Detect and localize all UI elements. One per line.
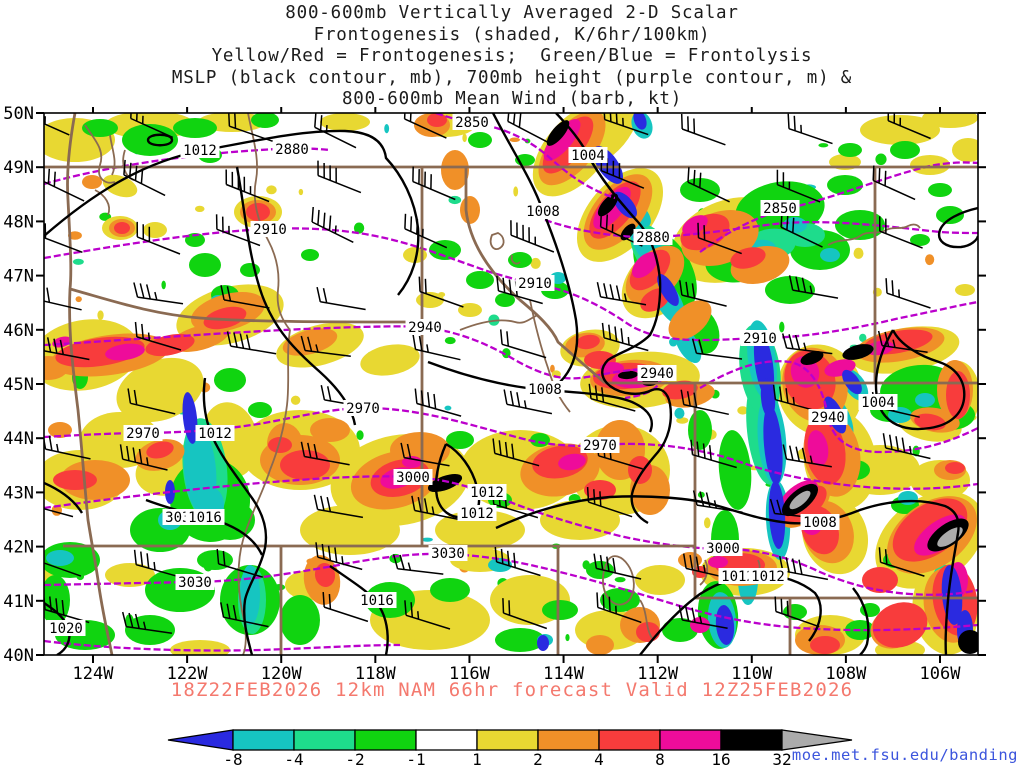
svg-text:122W: 122W [167,664,209,684]
svg-text:45N: 45N [3,375,34,395]
credit-link[interactable]: moe.met.fsu.edu/banding [791,746,1018,764]
svg-text:48N: 48N [3,212,34,232]
title-line-3: Yellow/Red = Frontogenesis; Green/Blue =… [211,46,813,66]
svg-text:1008: 1008 [803,515,837,531]
svg-text:1020: 1020 [49,621,83,637]
svg-text:1012: 1012 [460,506,494,522]
forecast-valid-caption: 18Z22FEB2026 12km NAM 66hr forecast Vali… [170,679,854,701]
svg-text:1012: 1012 [721,569,755,585]
contour-label-1020: 1020 [46,620,86,637]
svg-text:2970: 2970 [346,401,380,417]
title-line-5: 800-600mb Mean Wind (barb, kt) [341,89,683,109]
contour-label-1012: 1012 [457,505,497,522]
contour-label-3000: 3000 [393,469,433,486]
title-line-4: MSLP (black contour, mb), 700mb height (… [171,67,853,88]
svg-text:2940: 2940 [640,366,674,382]
contour-label-2970: 2970 [123,425,163,442]
svg-text:42N: 42N [3,538,34,558]
svg-text:3030: 3030 [178,575,212,591]
contour-label-1016: 1016 [357,592,397,609]
map-title: 800-600mb Vertically Averaged 2-D Scalar… [0,3,1024,111]
contour-label-1016: 1016 [185,509,225,526]
contour-label-1008: 1008 [525,381,565,398]
svg-text:41N: 41N [3,592,34,612]
svg-text:114W: 114W [543,664,585,684]
title-line-1: 800-600mb Vertically Averaged 2-D Scalar [285,3,739,23]
contour-label-1004: 1004 [568,147,608,164]
contour-label-2850: 2850 [760,200,800,217]
svg-text:2910: 2910 [743,331,777,347]
svg-text:1012: 1012 [470,485,504,501]
svg-text:2850: 2850 [763,201,797,217]
svg-text:2880: 2880 [636,230,670,246]
svg-text:2940: 2940 [811,410,845,426]
contour-label-1012: 1012 [718,568,758,585]
contour-label-3030: 3030 [428,545,468,562]
svg-text:50N: 50N [3,104,34,124]
map-canvas: 1012 2850 1004 2880 1008 2850 2880 2910 2910 2910… [44,113,978,655]
contour-label-2880: 2880 [633,229,673,246]
svg-text:1004: 1004 [571,148,605,164]
contour-label-2910: 2910 [740,330,780,347]
svg-text:1016: 1016 [360,593,394,609]
contour-label-1008: 1008 [523,203,563,220]
contour-label-2970: 2970 [343,400,383,417]
contour-label-2850: 2850 [452,114,492,131]
axis-ticks-labels: 50N 49N 48N 47N 46N 45N 44N 43N 42N 41N 40N 124W 122… [3,104,986,684]
svg-text:3000: 3000 [706,541,740,557]
svg-text:3000: 3000 [396,470,430,486]
svg-text:2880: 2880 [275,142,309,158]
contour-label-2880: 2880 [272,141,312,158]
svg-text:49N: 49N [3,158,34,178]
contour-label-2910: 2910 [250,221,290,238]
contour-label-1008: 1008 [800,514,840,531]
contour-label-2910: 2910 [515,275,555,292]
svg-text:2850: 2850 [455,115,489,131]
contour-label-2940: 2940 [808,409,848,426]
contour-label-2940: 2940 [637,365,677,382]
contour-label-2970: 2970 [580,437,620,454]
svg-text:44N: 44N [3,429,34,449]
svg-text:1012: 1012 [751,569,785,585]
svg-text:1008: 1008 [528,382,562,398]
svg-text:112W: 112W [637,664,679,684]
svg-text:3030: 3030 [431,546,465,562]
svg-text:47N: 47N [3,267,34,287]
svg-text:2940: 2940 [408,320,442,336]
svg-text:116W: 116W [449,664,491,684]
svg-text:1016: 1016 [188,510,222,526]
svg-text:120W: 120W [261,664,303,684]
svg-text:118W: 118W [355,664,397,684]
svg-text:108W: 108W [825,664,867,684]
svg-text:1008: 1008 [526,204,560,220]
svg-text:110W: 110W [731,664,773,684]
svg-text:43N: 43N [3,483,34,503]
contour-label-1012: 1012 [180,142,220,159]
contour-label-1012: 1012 [748,568,788,585]
contour-labels: 1012 2850 1004 2880 1008 2850 2880 2910 2910 2910… [46,114,898,637]
svg-text:106W: 106W [920,664,962,684]
svg-text:40N: 40N [3,646,34,666]
contour-label-2940: 2940 [405,319,445,336]
contour-label-3030: 3030 [175,574,215,591]
svg-text:1004: 1004 [861,395,895,411]
svg-text:2970: 2970 [583,438,617,454]
contour-label-1012: 1012 [195,425,235,442]
title-line-2: Frontogenesis (shaded, K/6hr/100km) [313,24,711,45]
svg-text:124W: 124W [73,664,115,684]
svg-text:1012: 1012 [183,143,217,159]
svg-text:2970: 2970 [126,426,160,442]
svg-text:2910: 2910 [518,276,552,292]
contour-label-1004: 1004 [858,394,898,411]
contour-label-3000: 3000 [703,540,743,557]
wind-barbs [44,113,931,634]
rivers-lakes [84,113,921,655]
svg-text:46N: 46N [3,321,34,341]
contour-label-1012: 1012 [467,484,507,501]
svg-text:2910: 2910 [253,222,287,238]
svg-text:1012: 1012 [198,426,232,442]
